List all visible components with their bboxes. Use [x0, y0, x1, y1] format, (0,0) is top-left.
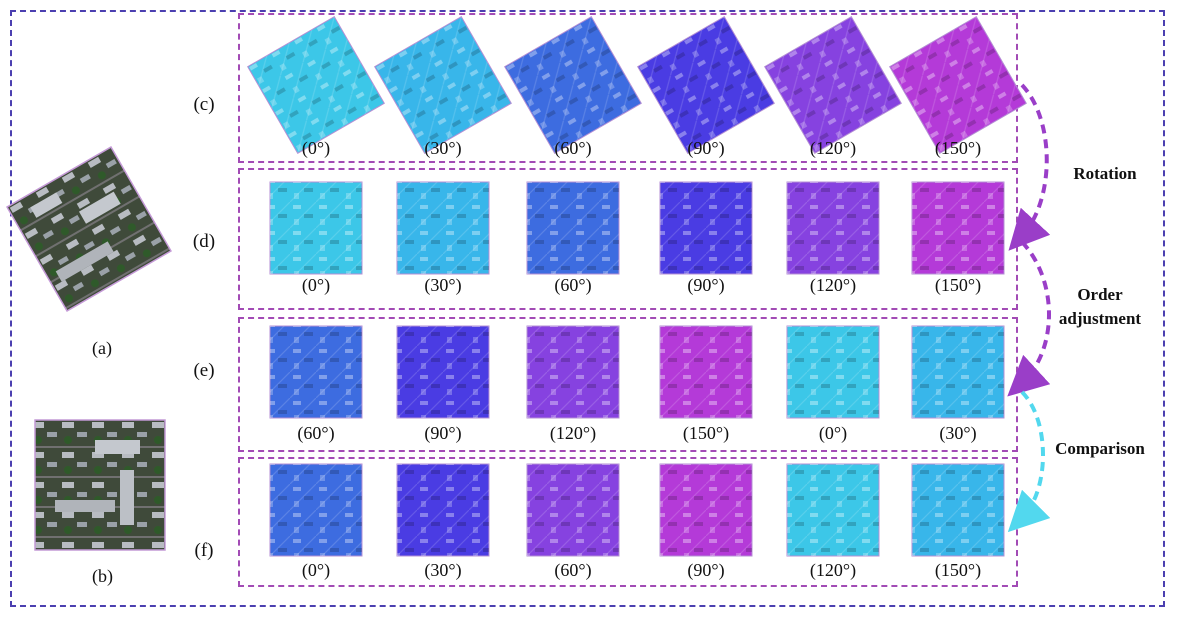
feature-map-e-2 [396, 325, 490, 419]
angle-label-f-1: (0°) [301, 560, 331, 580]
rotation-arrow [1008, 83, 1051, 251]
angle-label-c-6: (150°) [934, 138, 982, 158]
rotation-label: Rotation [1073, 164, 1137, 183]
feature-map-e-5 [786, 325, 880, 419]
angle-label-f-6: (150°) [934, 560, 982, 580]
angle-label-d-3: (60°) [554, 275, 592, 295]
row-label-d: (d) [192, 231, 216, 252]
feature-map-d-3 [526, 181, 620, 275]
aerial-image-a [6, 146, 172, 312]
aerial-image-b [34, 419, 166, 551]
feature-map-f-5 [786, 463, 880, 557]
feature-map-c-3 [504, 16, 642, 154]
angle-label-d-1: (0°) [301, 275, 331, 295]
feature-map-d-4 [659, 181, 753, 275]
angle-label-c-2: (30°) [424, 138, 462, 158]
angle-label-f-4: (90°) [687, 560, 725, 580]
feature-map-e-1 [269, 325, 363, 419]
row-label-c: (c) [193, 94, 215, 115]
order-adjustment-arrow [1007, 240, 1051, 397]
angle-label-f-5: (120°) [809, 560, 857, 580]
angle-label-e-5: (0°) [818, 423, 848, 443]
angle-label-c-4: (90°) [687, 138, 725, 158]
angle-label-d-5: (120°) [809, 275, 857, 295]
angle-label-d-4: (90°) [687, 275, 725, 295]
order-adjustment-label-line1: Order [1077, 285, 1123, 304]
angle-label-d-2: (30°) [424, 275, 462, 295]
feature-map-f-4 [659, 463, 753, 557]
comparison-label: Comparison [1055, 439, 1145, 458]
angle-label-d-6: (150°) [934, 275, 982, 295]
feature-map-c-4 [637, 16, 775, 154]
row-label-e: (e) [193, 360, 215, 381]
feature-map-c-2 [374, 16, 512, 154]
row-label-f: (f) [194, 540, 214, 561]
comparison-arrow [1007, 390, 1051, 533]
feature-map-c-1 [247, 16, 385, 154]
angle-label-c-3: (60°) [554, 138, 592, 158]
feature-map-d-5 [786, 181, 880, 275]
outer-dashed-frame [10, 10, 1165, 607]
feature-map-d-2 [396, 181, 490, 275]
feature-map-e-6 [911, 325, 1005, 419]
angle-label-e-1: (60°) [297, 423, 335, 443]
angle-label-f-3: (60°) [554, 560, 592, 580]
feature-map-f-2 [396, 463, 490, 557]
angle-label-e-4: (150°) [682, 423, 730, 443]
angle-label-f-2: (30°) [424, 560, 462, 580]
feature-map-c-5 [764, 16, 902, 154]
angle-label-e-6: (30°) [939, 423, 977, 443]
feature-map-f-6 [911, 463, 1005, 557]
feature-map-f-1 [269, 463, 363, 557]
panel-label-b: (b) [92, 566, 113, 586]
angle-label-e-2: (90°) [424, 423, 462, 443]
feature-map-d-1 [269, 181, 363, 275]
feature-map-e-3 [526, 325, 620, 419]
feature-map-c-6 [889, 16, 1027, 154]
angle-label-c-1: (0°) [301, 138, 331, 158]
order-adjustment-label-line2: adjustment [1058, 309, 1142, 328]
feature-map-e-4 [659, 325, 753, 419]
feature-map-d-6 [911, 181, 1005, 275]
feature-map-f-3 [526, 463, 620, 557]
angle-label-c-5: (120°) [809, 138, 857, 158]
panel-label-a: (a) [92, 338, 112, 358]
angle-label-e-3: (120°) [549, 423, 597, 443]
